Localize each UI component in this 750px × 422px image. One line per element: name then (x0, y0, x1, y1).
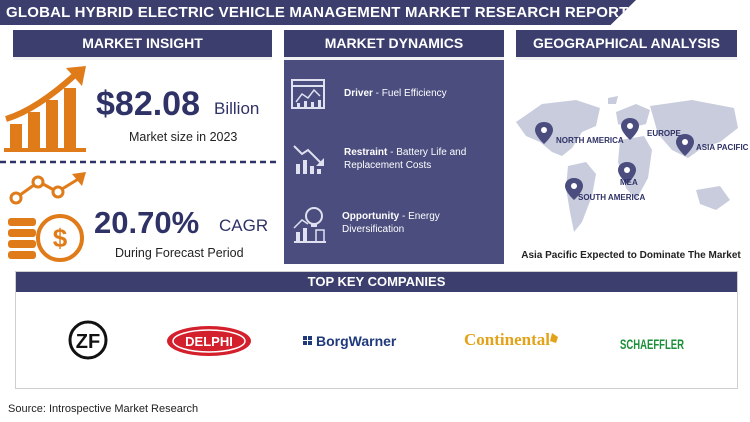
restraint-sep: - (387, 147, 397, 158)
delphi-logo: DELPHI (167, 326, 251, 356)
restraint-text: Battery Life and Replacement Costs (344, 147, 467, 171)
geo-caption: Asia Pacific Expected to Dominate The Ma… (521, 250, 741, 261)
market-size-value: $82.08 (96, 85, 200, 123)
report-title: GLOBAL HYBRID ELECTRIC VEHICLE MANAGEMEN… (0, 0, 636, 25)
svg-text:DELPHI: DELPHI (185, 334, 233, 349)
svg-text:$: $ (53, 223, 68, 253)
world-map (516, 96, 738, 232)
region-asia-pacific: ASIA PACIFIC (696, 143, 749, 152)
svg-text:ZF: ZF (76, 331, 100, 353)
cagr-value: 20.70% (94, 205, 200, 240)
cagr-unit: CAGR (219, 216, 269, 235)
geographical-analysis-header: GEOGRAPHICAL ANALYSIS (516, 30, 737, 60)
declining-chart-icon (293, 145, 324, 174)
top-companies-header: TOP KEY COMPANIES (16, 272, 737, 292)
top-companies-panel: TOP KEY COMPANIES ZF DELPHI BorgWarner C… (15, 271, 738, 389)
driver-label: Driver (344, 88, 373, 99)
region-south-america: SOUTH AMERICA (578, 193, 646, 202)
growth-bulb-icon (293, 207, 326, 243)
opportunity-sep: - (399, 211, 409, 222)
driver-text: Fuel Efficiency (381, 88, 447, 99)
source-note: Source: Introspective Market Research (8, 403, 199, 415)
market-size-unit: Billion (214, 99, 260, 118)
coins-growth-icon: $ (8, 172, 86, 262)
svg-text:Continental: Continental (464, 330, 550, 349)
market-dynamics-panel: Driver - Fuel Efficiency Restraint - Bat… (284, 60, 504, 264)
opportunity-label: Opportunity (342, 211, 400, 222)
growth-chart-icon (4, 66, 86, 152)
borgwarner-logo: BorgWarner (303, 333, 397, 349)
zf-logo: ZF (68, 320, 108, 360)
restraint-label: Restraint (344, 147, 388, 158)
market-dynamics-header: MARKET DYNAMICS (284, 30, 504, 60)
driver-sep: - (372, 88, 382, 99)
region-europe: EUROPE (647, 129, 681, 138)
continental-logo: Continental (464, 330, 558, 349)
schaeffler-logo: SCHAEFFLER (620, 336, 684, 352)
svg-text:BorgWarner: BorgWarner (316, 333, 397, 349)
dashboard-chart-icon (291, 79, 325, 109)
cagr-caption: During Forecast Period (115, 246, 244, 260)
opportunity-text: Energy Diversification (342, 211, 440, 235)
region-north-america: NORTH AMERICA (556, 136, 624, 145)
market-insight-header: MARKET INSIGHT (13, 30, 272, 60)
svg-text:SCHAEFFLER: SCHAEFFLER (620, 336, 684, 352)
region-mea: MEA (620, 178, 638, 187)
market-size-caption: Market size in 2023 (129, 130, 238, 144)
dashed-divider (0, 160, 278, 164)
